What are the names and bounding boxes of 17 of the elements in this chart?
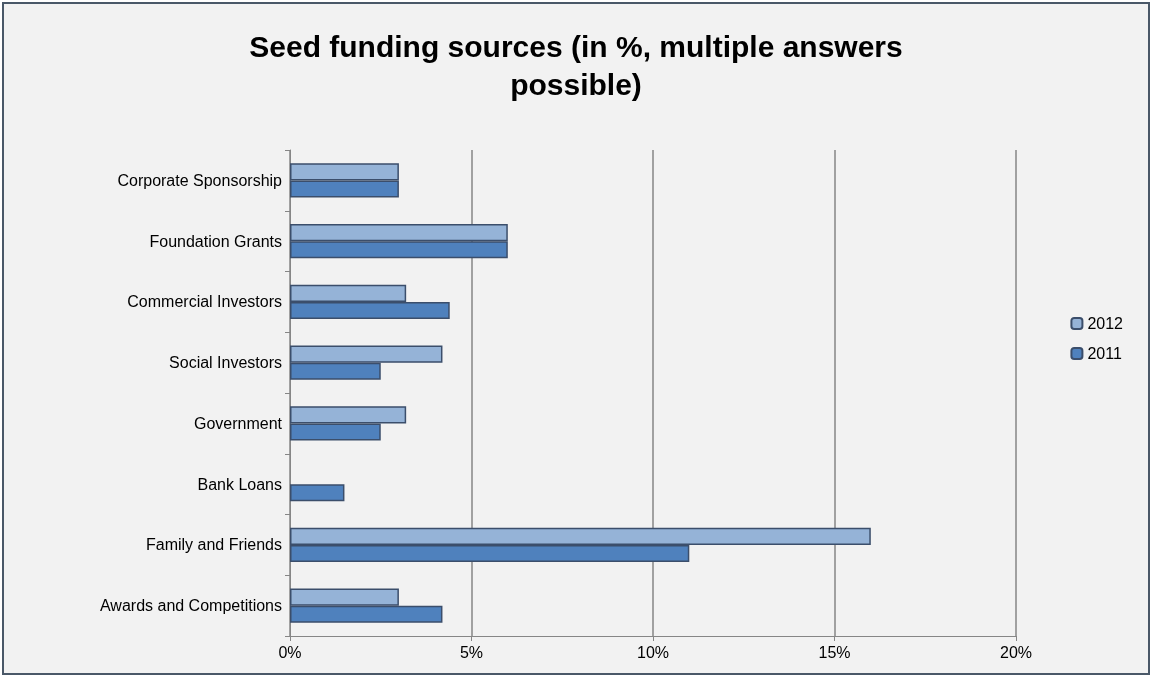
- y-tick-label: Social Investors: [169, 354, 282, 372]
- bar: [290, 484, 345, 502]
- x-tick-label: 5%: [459, 643, 484, 661]
- x-tick-label: 15%: [818, 643, 851, 661]
- y-tick-label: Government: [193, 414, 283, 432]
- legend-label: 2012: [1087, 315, 1124, 332]
- y-tick-label: Family and Friends: [145, 536, 282, 554]
- x-tick-label: 0%: [278, 643, 302, 661]
- y-tick-label: Corporate Sponsorship: [117, 171, 283, 189]
- x-tick-label: 20%: [999, 643, 1033, 661]
- y-tick-label: Awards and Competitions: [99, 597, 282, 615]
- y-tick-label: Foundation Grants: [149, 232, 282, 250]
- legend-label: 2011: [1087, 345, 1122, 362]
- y-tick-label: Commercial Investors: [127, 293, 282, 311]
- x-tick-label: 10%: [636, 643, 670, 661]
- chart-title: Seed funding sources (in %, multiple answers possible): [249, 29, 903, 101]
- y-tick-label: Bank Loans: [197, 475, 282, 493]
